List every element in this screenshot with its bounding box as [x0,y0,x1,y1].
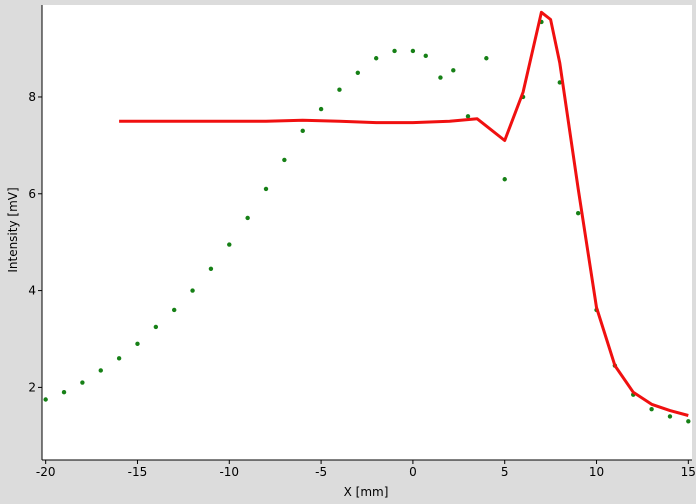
data-point [667,414,673,419]
data-point [438,75,443,80]
data-point [98,368,103,373]
data-point [355,70,361,75]
y-tick-label: 2 [28,380,36,394]
data-point [282,157,287,163]
data-point [116,356,122,361]
x-tick-label: 0 [409,465,417,479]
y-ticks: 2 4 6 8 [28,90,42,394]
data-point [484,56,489,61]
data-point [61,390,67,395]
data-point [172,307,177,313]
x-tick-label: 5 [501,465,509,479]
data-point [575,210,581,216]
x-tick-label: -5 [315,465,327,479]
data-point [80,380,85,385]
data-point [318,106,324,112]
y-tick-label: 4 [28,284,36,298]
data-point [392,48,397,54]
data-point [43,397,48,402]
data-point [649,406,654,412]
series-layer [43,10,691,424]
data-point [153,324,159,330]
data-point [686,419,691,424]
data-point [373,56,379,61]
data-point [451,68,456,73]
x-tick-label: 10 [589,465,604,479]
plot-area [42,5,692,460]
y-tick-label: 8 [28,90,36,104]
data-point [245,215,250,221]
x-tick-label: -10 [219,465,239,479]
data-point [135,341,140,347]
x-ticks: -20 -15 -10 -5 0 5 10 15 [36,460,696,479]
data-point [337,87,342,92]
x-tick-label: 15 [681,465,696,479]
data-point [208,266,214,272]
series-line [119,10,689,417]
y-tick-label: 6 [28,187,36,201]
x-axis-title: X [mm] [344,485,389,499]
series-0 [43,19,691,424]
data-point [190,288,195,293]
x-tick-label: -20 [36,465,56,479]
data-point [557,80,562,85]
data-point [263,186,269,192]
y-axis-title: Intensity [mV] [6,187,20,272]
x-tick-label: -15 [128,465,148,479]
data-point [300,128,305,134]
data-point [227,242,232,247]
series-1 [119,10,689,417]
data-point [410,48,416,54]
data-point [423,53,428,59]
data-point [502,177,507,182]
data-point [465,114,471,119]
